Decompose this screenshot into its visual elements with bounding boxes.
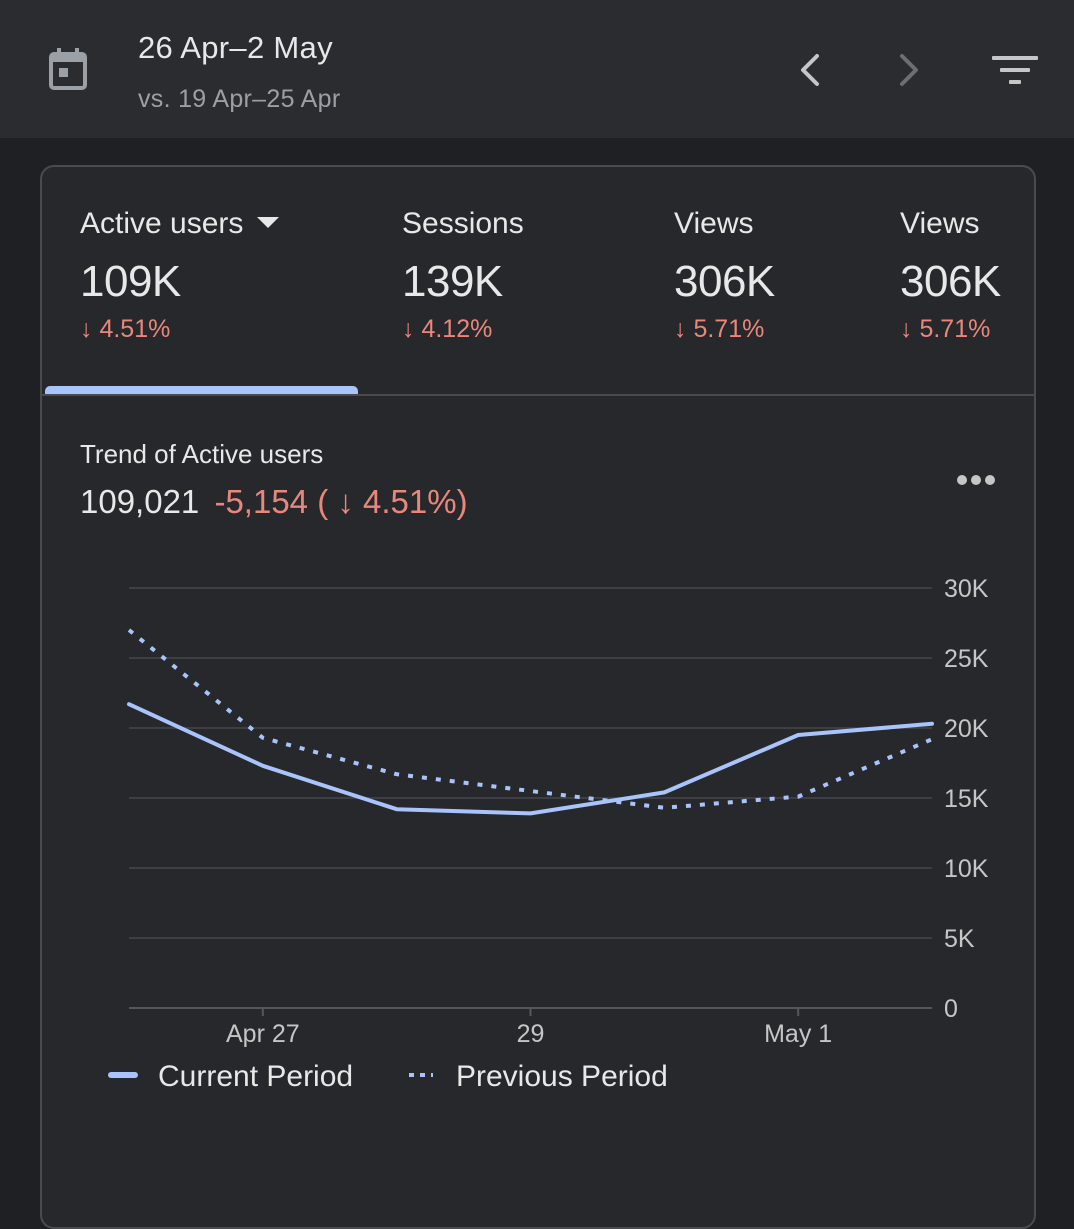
calendar-icon[interactable]	[48, 47, 88, 91]
legend-current-period[interactable]: Current Period	[108, 1060, 353, 1094]
metric-label: Sessions	[402, 207, 524, 240]
trend-title: Trend of Active users	[80, 439, 324, 469]
metric-value: 109K	[80, 257, 181, 306]
y-tick-label: 5K	[944, 925, 975, 953]
selected-tab-indicator	[45, 386, 358, 394]
trend-total: 109,021	[80, 483, 200, 520]
y-tick-label: 15K	[944, 785, 989, 813]
active-users-trend-chart: 0 5K 10K 15K 20K 25K 30K Apr 27 29 May 1	[127, 575, 989, 1048]
legend-previous-period[interactable]: Previous Period	[406, 1060, 668, 1094]
current-period-line	[127, 702, 934, 816]
date-range-header: 26 Apr–2 May vs. 19 Apr–25 Apr	[0, 0, 1074, 138]
chevron-right-icon[interactable]	[890, 50, 926, 90]
metric-label: Views	[674, 207, 754, 240]
metric-change: ↓ 4.12%	[402, 315, 493, 343]
metric-tab-active-users[interactable]: Active users 109K ↓ 4.51%	[80, 207, 280, 344]
tab-divider	[42, 394, 1034, 396]
y-tick-label: 10K	[944, 855, 989, 883]
y-tick-label: 30K	[944, 575, 989, 603]
metric-value: 139K	[402, 257, 503, 306]
metric-value: 306K	[900, 257, 1001, 306]
dotted-line-swatch-icon	[409, 1073, 433, 1078]
date-range-title[interactable]: 26 Apr–2 May	[138, 30, 333, 65]
x-tick-label: May 1	[764, 1020, 832, 1048]
dropdown-caret-icon[interactable]	[257, 216, 280, 228]
legend-label: Current Period	[158, 1060, 354, 1093]
x-tick-label: Apr 27	[226, 1020, 300, 1048]
y-tick-label: 25K	[944, 645, 989, 673]
metrics-card: Active users 109K ↓ 4.51% Sessions 139K …	[40, 165, 1036, 1229]
chevron-left-icon[interactable]	[793, 50, 829, 90]
trend-summary: 109,021 -5,154 ( ↓ 4.51%)	[80, 483, 468, 521]
metric-change: ↓ 5.71%	[900, 315, 991, 343]
solid-line-swatch-icon	[108, 1072, 138, 1079]
more-options-icon[interactable]	[954, 470, 998, 490]
metric-tab-views-2[interactable]: Views 306K ↓ 5.71%	[900, 207, 1001, 344]
metric-tab-views[interactable]: Views 306K ↓ 5.71%	[674, 207, 775, 344]
comparison-range: vs. 19 Apr–25 Apr	[138, 85, 341, 113]
trend-delta: -5,154 ( ↓ 4.51%)	[214, 483, 468, 520]
y-tick-label: 20K	[944, 715, 989, 743]
metric-change: ↓ 4.51%	[80, 315, 171, 343]
metric-tab-sessions[interactable]: Sessions 139K ↓ 4.12%	[402, 207, 524, 344]
x-tick-label: 29	[517, 1020, 545, 1048]
metric-change: ↓ 5.71%	[674, 315, 765, 343]
metric-value: 306K	[674, 257, 775, 306]
previous-period-line	[127, 628, 933, 810]
metric-label: Active users	[80, 207, 280, 241]
filter-icon[interactable]	[990, 52, 1040, 88]
legend-label: Previous Period	[456, 1060, 668, 1093]
metric-label: Views	[900, 207, 980, 240]
y-tick-label: 0	[944, 995, 958, 1023]
